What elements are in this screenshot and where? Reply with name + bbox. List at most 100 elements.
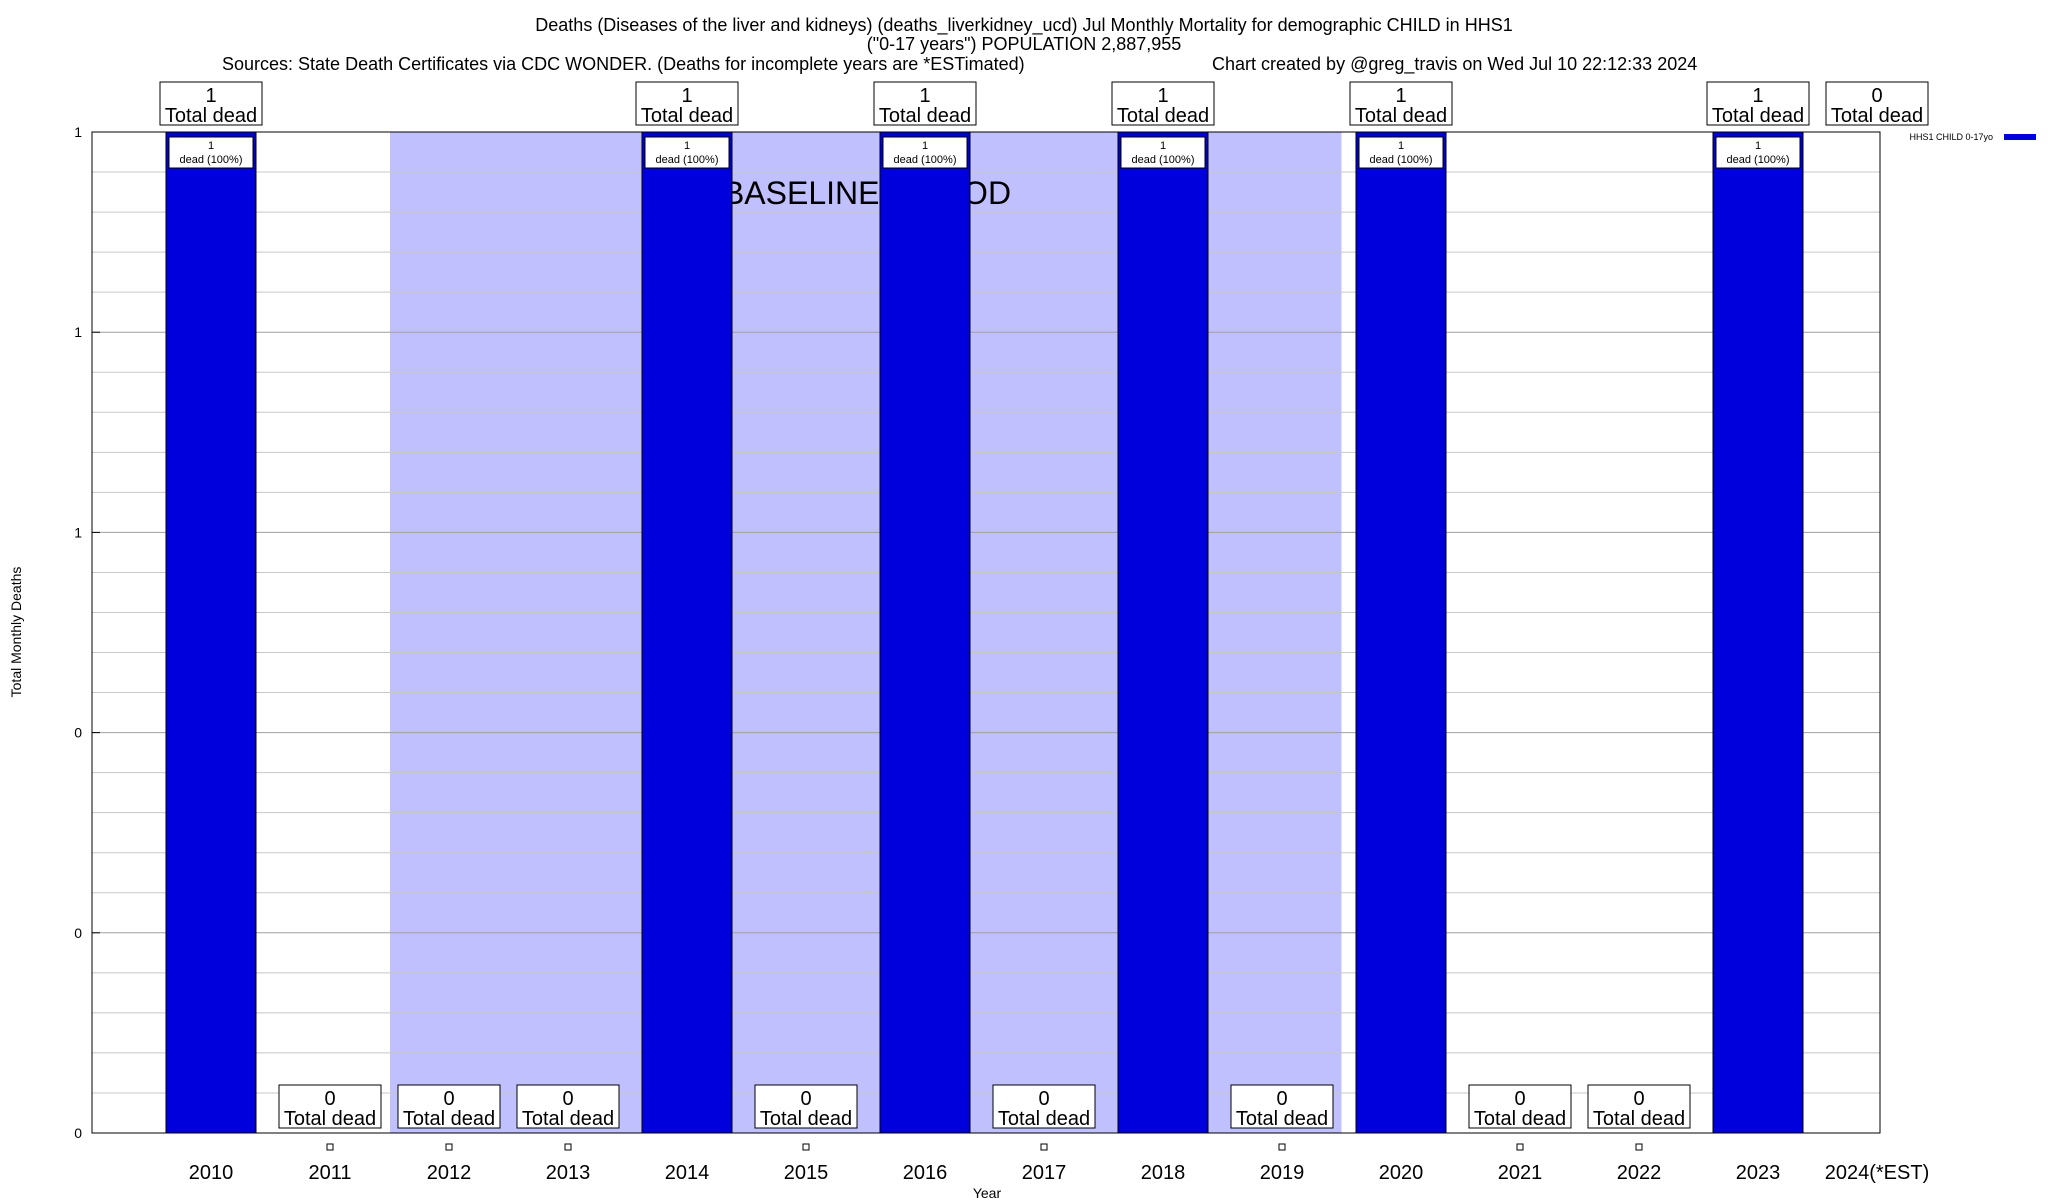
y-tick-label: 1 bbox=[74, 124, 82, 140]
bars bbox=[165, 131, 1804, 1134]
bottom-label-2011-text: Total dead bbox=[284, 1108, 376, 1130]
x-tick-label-2013: 2013 bbox=[546, 1162, 591, 1184]
top-label-2010-text: Total dead bbox=[165, 105, 257, 127]
inner-label-text-2020: dead (100%) bbox=[1370, 154, 1433, 166]
x-tick-label-2021: 2021 bbox=[1498, 1162, 1543, 1184]
zero-marker-2021 bbox=[1516, 1143, 1524, 1151]
gridlines bbox=[92, 171, 1880, 1094]
legend-label: HHS1 CHILD 0-17yo bbox=[1909, 132, 1993, 142]
top-label-2016-value: 1 bbox=[919, 85, 930, 107]
bottom-label-2015-value: 0 bbox=[800, 1088, 811, 1110]
inner-label-box-2016 bbox=[882, 136, 968, 169]
bottom-label-2015-box bbox=[754, 1084, 858, 1129]
inner-label-count-2016: 1 bbox=[922, 140, 928, 152]
plot-border bbox=[91, 131, 1881, 1134]
inner-label-text-2010: dead (100%) bbox=[180, 154, 243, 166]
inner-label-count-2020: 1 bbox=[1398, 140, 1404, 152]
y-axis-label: Total Monthly Deaths bbox=[8, 567, 24, 698]
bottom-label-2021-box bbox=[1468, 1084, 1572, 1129]
top-label-2018-text: Total dead bbox=[1117, 105, 1209, 127]
bottom-label-2017-value: 0 bbox=[1038, 1088, 1049, 1110]
bottom-label-2011-box bbox=[278, 1084, 382, 1129]
bottom-label-2011-value: 0 bbox=[324, 1088, 335, 1110]
legend: HHS1 CHILD 0-17yo bbox=[1909, 132, 2036, 142]
bottom-label-2013-value: 0 bbox=[562, 1088, 573, 1110]
top-label-2014-value: 1 bbox=[681, 85, 692, 107]
x-tick-label-2015: 2015 bbox=[784, 1162, 829, 1184]
top-label-2020-value: 1 bbox=[1395, 85, 1406, 107]
zero-marker-2015 bbox=[802, 1143, 810, 1151]
x-tick-label-2018: 2018 bbox=[1141, 1162, 1186, 1184]
chart-title: Deaths (Diseases of the liver and kidney… bbox=[535, 15, 1513, 35]
top-label-2023-value: 1 bbox=[1752, 85, 1763, 107]
bottom-label-2022-value: 0 bbox=[1633, 1088, 1644, 1110]
chart-subtitle: ("0-17 years") POPULATION 2,887,955 bbox=[866, 34, 1182, 54]
bar-2023 bbox=[1712, 131, 1804, 1134]
bottom-label-2022-text: Total dead bbox=[1593, 1108, 1685, 1130]
bottom-label-2017-box bbox=[992, 1084, 1096, 1129]
bar-2018 bbox=[1117, 131, 1209, 1134]
bottom-label-2013-text: Total dead bbox=[522, 1108, 614, 1130]
inner-label-count-2018: 1 bbox=[1160, 140, 1166, 152]
x-tick-label-2011: 2011 bbox=[308, 1162, 351, 1184]
inner-label-text-2018: dead (100%) bbox=[1132, 154, 1195, 166]
inner-label-box-2010 bbox=[168, 136, 254, 169]
top-label-2024(*EST)-text: Total dead bbox=[1831, 105, 1923, 127]
zero-marker-2022 bbox=[1635, 1143, 1643, 1151]
bottom-label-2013-box bbox=[516, 1084, 620, 1129]
x-tick-label-2019: 2019 bbox=[1260, 1162, 1305, 1184]
x-tick-label-2016: 2016 bbox=[903, 1162, 948, 1184]
zero-marker-2011 bbox=[326, 1143, 334, 1151]
top-label-2023-text: Total dead bbox=[1712, 105, 1804, 127]
inner-label-box-2018 bbox=[1120, 136, 1206, 169]
inner-label-text-2014: dead (100%) bbox=[656, 154, 719, 166]
inner-label-box-2023 bbox=[1715, 136, 1801, 169]
bar-2020 bbox=[1355, 131, 1447, 1134]
top-label-2014-box bbox=[635, 81, 739, 126]
top-label-2016-box bbox=[873, 81, 977, 126]
top-label-2024(*EST)-box bbox=[1825, 81, 1929, 126]
x-tick-label-2023: 2023 bbox=[1736, 1162, 1781, 1184]
credit-note: Chart created by @greg_travis on Wed Jul… bbox=[1212, 54, 1698, 74]
x-tick-label-2010: 2010 bbox=[189, 1162, 234, 1184]
top-label-2014-text: Total dead bbox=[641, 105, 733, 127]
zero-marker-2019 bbox=[1278, 1143, 1286, 1151]
bottom-label-2019-text: Total dead bbox=[1236, 1108, 1328, 1130]
inner-label-box-2014 bbox=[644, 136, 730, 169]
x-tick-label-2017: 2017 bbox=[1022, 1162, 1067, 1184]
x-tick-label-2014: 2014 bbox=[665, 1162, 710, 1184]
top-label-2010-value: 1 bbox=[205, 85, 216, 107]
bar-2010 bbox=[165, 131, 257, 1134]
zero-marker-2013 bbox=[564, 1143, 572, 1151]
inner-label-box-2020 bbox=[1358, 136, 1444, 169]
x-tick-label-2012: 2012 bbox=[427, 1162, 472, 1184]
y-tick-label: 0 bbox=[74, 1125, 82, 1141]
x-tick-label-2020: 2020 bbox=[1379, 1162, 1424, 1184]
bottom-label-2012-value: 0 bbox=[443, 1088, 454, 1110]
y-tick-label: 0 bbox=[74, 725, 82, 741]
bottom-label-2022-box bbox=[1587, 1084, 1691, 1129]
x-tick-label-2022: 2022 bbox=[1617, 1162, 1662, 1184]
sources-note: Sources: State Death Certificates via CD… bbox=[222, 54, 1025, 74]
plot-frame bbox=[91, 131, 1881, 1134]
inner-label-text-2023: dead (100%) bbox=[1727, 154, 1790, 166]
bottom-label-2012-box bbox=[397, 1084, 501, 1129]
top-label-2024(*EST)-value: 0 bbox=[1871, 85, 1882, 107]
y-tick-label: 0 bbox=[74, 925, 82, 941]
top-label-2018-box bbox=[1111, 81, 1215, 126]
x-tick-label-2024(*EST): 2024(*EST) bbox=[1825, 1162, 1930, 1184]
bottom-label-2015-text: Total dead bbox=[760, 1108, 852, 1130]
top-label-2023-box bbox=[1706, 81, 1810, 126]
top-label-2020-box bbox=[1349, 81, 1453, 126]
top-label-2016-text: Total dead bbox=[879, 105, 971, 127]
y-tick-label: 1 bbox=[74, 524, 82, 540]
bottom-label-2017-text: Total dead bbox=[998, 1108, 1090, 1130]
x-axis-label: Year bbox=[973, 1185, 1002, 1200]
zero-marker-2017 bbox=[1040, 1143, 1048, 1151]
bottom-label-2019-box bbox=[1230, 1084, 1334, 1129]
zero-marker-2012 bbox=[445, 1143, 453, 1151]
inner-label-count-2010: 1 bbox=[208, 140, 214, 152]
bottom-label-2019-value: 0 bbox=[1276, 1088, 1287, 1110]
